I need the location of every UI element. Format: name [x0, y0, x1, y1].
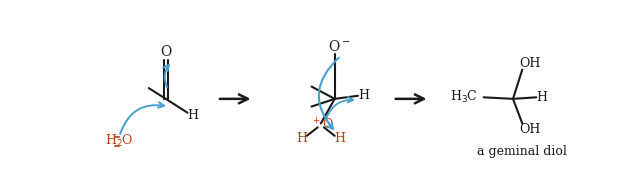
Text: H: H: [536, 91, 547, 104]
Text: H: H: [296, 132, 308, 145]
Text: H$_3$C: H$_3$C: [449, 89, 477, 105]
Text: H$_2$O: H$_2$O: [106, 133, 134, 149]
Text: O$^-$: O$^-$: [328, 39, 351, 54]
Text: H: H: [358, 89, 369, 102]
Text: H: H: [334, 132, 345, 145]
Text: $^+$O: $^+$O: [311, 117, 334, 133]
Text: OH: OH: [520, 57, 541, 70]
Text: a geminal diol: a geminal diol: [477, 145, 568, 159]
Text: H: H: [188, 109, 198, 122]
Text: O: O: [160, 45, 171, 59]
Text: OH: OH: [520, 123, 541, 136]
